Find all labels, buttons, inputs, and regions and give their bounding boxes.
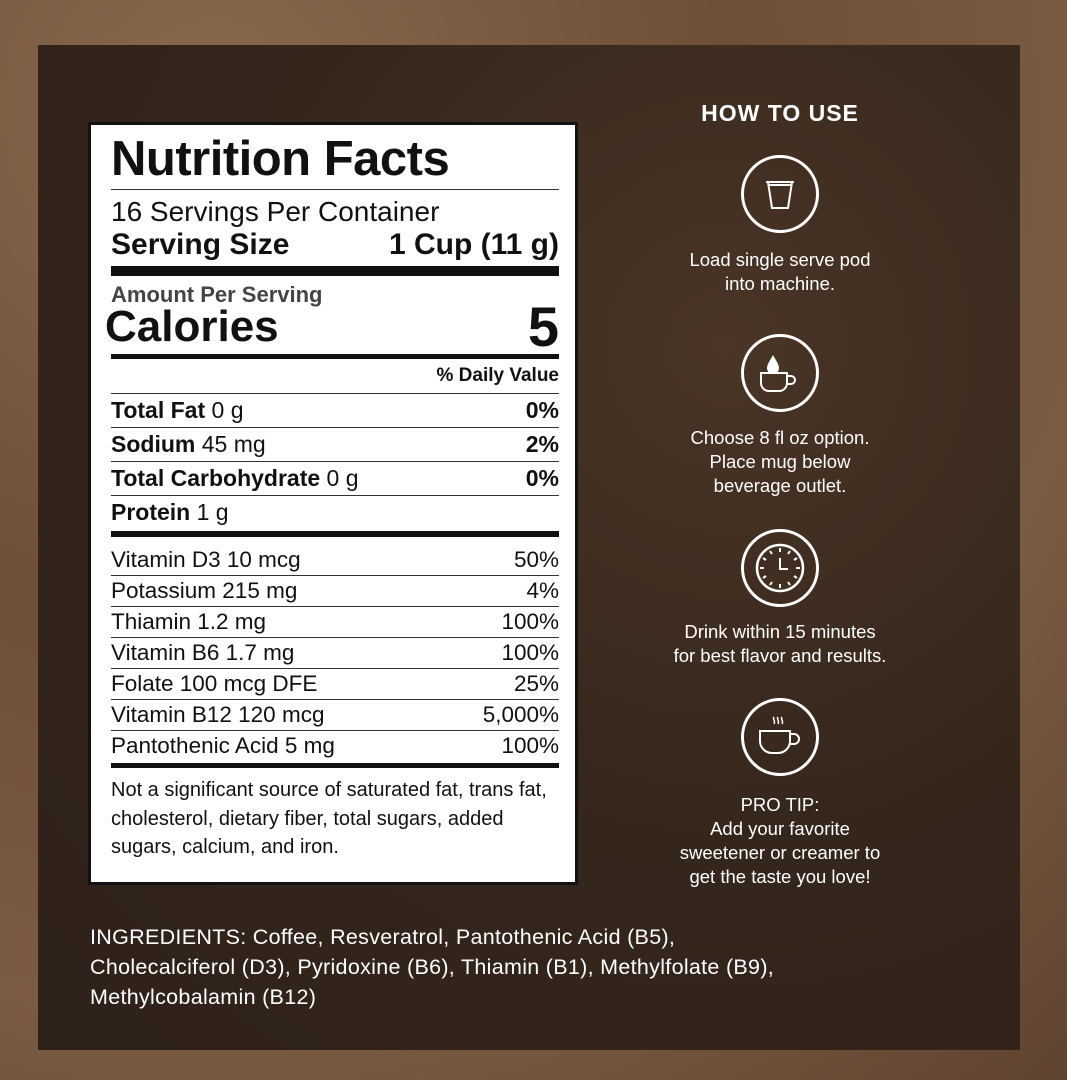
vitamin-name: Folate 100 mcg DFE bbox=[111, 671, 318, 696]
nutrient-amount: 1 g bbox=[196, 499, 229, 525]
vitamin-name: Vitamin B12 120 mcg bbox=[111, 702, 325, 727]
vitamin-dv: 100% bbox=[501, 640, 559, 665]
divider bbox=[111, 763, 559, 768]
step-text: get the taste you love! bbox=[689, 866, 871, 887]
nutrient-row: Total Fat 0 g 0% bbox=[111, 394, 559, 428]
step-text: Drink within 15 minutes bbox=[684, 621, 876, 642]
vitamin-name: Vitamin B6 1.7 mg bbox=[111, 640, 295, 665]
footnote: Not a significant source of saturated fa… bbox=[111, 779, 547, 858]
nutrient-dv: 2% bbox=[525, 431, 559, 457]
nutrient-row: Protein 1 g bbox=[111, 496, 559, 529]
step-text: Add your favorite bbox=[710, 818, 850, 839]
ingredients: INGREDIENTS: Coffee, Resveratrol, Pantot… bbox=[90, 922, 990, 1012]
vitamin-dv: 5,000% bbox=[482, 702, 559, 727]
calories-label: Calories bbox=[105, 302, 279, 351]
vitamin-name: Potassium 215 mg bbox=[111, 578, 298, 603]
ingredients-line: Cholecalciferol (D3), Pyridoxine (B6), T… bbox=[90, 955, 775, 979]
label-title: Nutrition Facts bbox=[111, 131, 559, 190]
serving-size-label: Serving Size bbox=[111, 228, 290, 261]
divider bbox=[111, 266, 559, 276]
step-3-text: Drink within 15 minutes for best flavor … bbox=[640, 620, 920, 668]
step-1-text: Load single serve pod into machine. bbox=[640, 248, 920, 296]
vitamin-list: Vitamin D3 10 mcg 50% Potassium 215 mg 4% … bbox=[111, 545, 559, 761]
water-drop-mug-icon bbox=[741, 334, 819, 412]
vitamin-name: Thiamin 1.2 mg bbox=[111, 609, 267, 634]
nutrient-dv: 0% bbox=[525, 397, 559, 423]
clock-icon bbox=[741, 529, 819, 607]
step-text: for best flavor and results. bbox=[673, 645, 887, 666]
pro-tip-label: PRO TIP: bbox=[740, 794, 820, 815]
daily-value-header: % Daily Value bbox=[111, 359, 559, 394]
divider bbox=[111, 531, 559, 537]
divider bbox=[111, 354, 559, 359]
nutrient-list: Total Fat 0 g 0% Sodium 45 mg 2% Total Car… bbox=[111, 394, 559, 529]
nutrition-facts-label: Nutrition Facts 16 Servings Per Containe… bbox=[88, 122, 578, 885]
servings-per-container: 16 Servings Per Container bbox=[111, 196, 440, 227]
step-text: Choose 8 fl oz option. bbox=[690, 427, 870, 448]
nutrient-row: Sodium 45 mg 2% bbox=[111, 428, 559, 462]
how-to-use-title: HOW TO USE bbox=[640, 100, 920, 127]
nutrient-amount: 0 g bbox=[211, 397, 244, 423]
nutrient-dv: 0% bbox=[525, 465, 559, 491]
serving-size: Serving Size 1 Cup (11 g) bbox=[111, 228, 559, 266]
step-text: into machine. bbox=[724, 273, 836, 294]
coffee-pod-icon bbox=[741, 155, 819, 233]
step-1-icon-wrap bbox=[640, 155, 920, 233]
vitamin-row: Vitamin B12 120 mcg 5,000% bbox=[111, 700, 559, 731]
vitamin-row: Pantothenic Acid 5 mg 100% bbox=[111, 731, 559, 761]
ingredients-line: Methylcobalamin (B12) bbox=[90, 985, 317, 1009]
amount-per-serving: Amount Per Serving bbox=[111, 282, 323, 307]
vitamin-dv: 100% bbox=[501, 609, 559, 634]
hot-coffee-cup-icon bbox=[741, 698, 819, 776]
nutrient-name: Total Fat bbox=[111, 397, 206, 423]
step-3-icon-wrap bbox=[640, 529, 920, 607]
nutrient-name: Sodium bbox=[111, 431, 196, 457]
vitamin-dv: 50% bbox=[513, 547, 559, 572]
calories-value: 5 bbox=[527, 295, 559, 358]
vitamin-name: Pantothenic Acid 5 mg bbox=[111, 733, 335, 758]
step-4-icon-wrap bbox=[640, 698, 920, 776]
step-text: sweetener or creamer to bbox=[679, 842, 881, 863]
vitamin-row: Folate 100 mcg DFE 25% bbox=[111, 669, 559, 700]
vitamin-row: Vitamin B6 1.7 mg 100% bbox=[111, 638, 559, 669]
vitamin-dv: 4% bbox=[526, 578, 559, 603]
nutrient-amount: 0 g bbox=[326, 465, 359, 491]
vitamin-row: Vitamin D3 10 mcg 50% bbox=[111, 545, 559, 576]
ingredients-line: INGREDIENTS: Coffee, Resveratrol, Pantot… bbox=[90, 925, 676, 949]
nutrient-name: Total Carbohydrate bbox=[111, 465, 321, 491]
section-heading: HOW TO USE bbox=[701, 100, 859, 126]
step-text: beverage outlet. bbox=[713, 475, 847, 496]
nutrient-row: Total Carbohydrate 0 g 0% bbox=[111, 462, 559, 496]
nutrient-name: Protein bbox=[111, 499, 191, 525]
step-4-text: PRO TIP: Add your favorite sweetener or … bbox=[640, 793, 920, 889]
step-2-icon-wrap bbox=[640, 334, 920, 412]
serving-size-value: 1 Cup (11 g) bbox=[388, 228, 559, 261]
step-text: Place mug below bbox=[709, 451, 851, 472]
vitamin-name: Vitamin D3 10 mcg bbox=[111, 547, 301, 572]
step-2-text: Choose 8 fl oz option. Place mug below b… bbox=[640, 426, 920, 498]
vitamin-row: Thiamin 1.2 mg 100% bbox=[111, 607, 559, 638]
vitamin-row: Potassium 215 mg 4% bbox=[111, 576, 559, 607]
calories-row: Calories 5 bbox=[105, 295, 559, 358]
vitamin-dv: 25% bbox=[513, 671, 559, 696]
nutrient-amount: 45 mg bbox=[201, 431, 266, 457]
vitamin-dv: 100% bbox=[501, 733, 559, 758]
step-text: Load single serve pod bbox=[689, 249, 871, 270]
